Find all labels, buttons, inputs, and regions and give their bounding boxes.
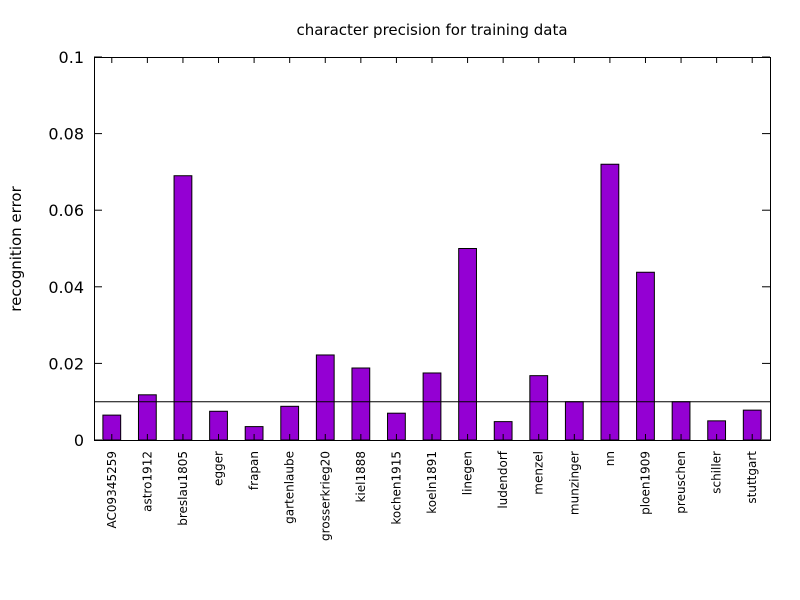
x-tick-label: stuttgart bbox=[745, 451, 759, 504]
x-tick-label: nn bbox=[603, 451, 617, 466]
x-tick-label: grosserkrieg20 bbox=[318, 451, 332, 541]
bar bbox=[529, 375, 549, 441]
y-axis-label: recognition error bbox=[7, 185, 25, 311]
y-tick-label: 0.06 bbox=[48, 201, 84, 220]
bar bbox=[315, 354, 335, 441]
x-tick-label: kiel1888 bbox=[354, 451, 368, 503]
bars bbox=[102, 163, 762, 441]
bar bbox=[458, 248, 477, 441]
x-tick-label: AC09345259 bbox=[105, 451, 119, 528]
bar bbox=[636, 271, 655, 441]
x-axis: AC09345259 astro1912 breslau1805 egger frapa… bbox=[105, 57, 759, 541]
y-axis: 0 0.02 0.04 0.06 0.08 0.1 bbox=[48, 48, 770, 450]
bar bbox=[351, 367, 371, 441]
x-tick-label: schiller bbox=[710, 451, 724, 494]
x-tick-label: breslau1805 bbox=[176, 451, 190, 526]
x-tick-label: munzinger bbox=[567, 451, 581, 515]
bar bbox=[173, 175, 193, 441]
x-tick-label: astro1912 bbox=[140, 451, 154, 512]
y-tick-label: 0 bbox=[74, 431, 84, 450]
y-tick-label: 0.08 bbox=[48, 125, 84, 144]
x-tick-label: egger bbox=[212, 451, 226, 486]
x-tick-label: linegen bbox=[461, 451, 475, 495]
x-tick-label: frapan bbox=[247, 451, 261, 490]
bar bbox=[422, 372, 442, 441]
x-tick-label: preuschen bbox=[674, 451, 688, 514]
chart-title: character precision for training data bbox=[296, 21, 567, 39]
x-tick-label: ploen1909 bbox=[639, 451, 653, 515]
bar bbox=[600, 163, 620, 441]
x-tick-label: kochen1915 bbox=[389, 451, 403, 525]
x-tick-label: menzel bbox=[532, 451, 546, 495]
y-tick-label: 0.1 bbox=[59, 48, 84, 67]
y-tick-label: 0.04 bbox=[48, 278, 84, 297]
x-tick-label: koeln1891 bbox=[425, 451, 439, 514]
x-tick-label: gartenlaube bbox=[283, 451, 297, 524]
x-tick-label: ludendorf bbox=[496, 450, 510, 508]
y-tick-label: 0.02 bbox=[48, 354, 84, 373]
